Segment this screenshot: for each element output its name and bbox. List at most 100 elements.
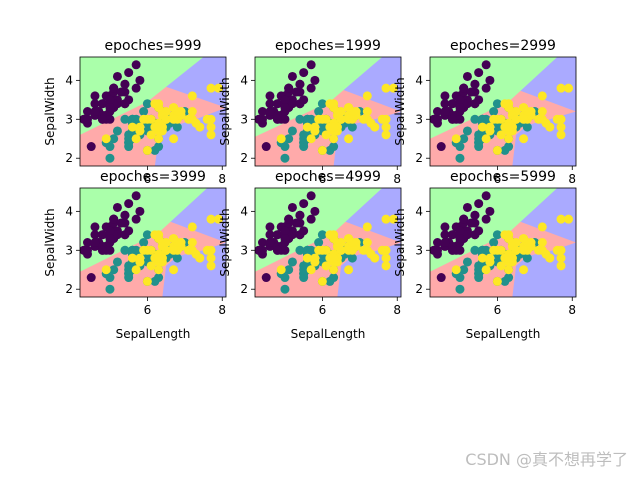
data-point-class1 — [459, 134, 469, 144]
data-point-class0 — [90, 222, 100, 232]
data-point-class0 — [474, 226, 484, 236]
data-point-class1 — [455, 273, 465, 283]
data-point-class2 — [477, 122, 487, 132]
data-point-class0 — [481, 60, 491, 70]
data-point-class2 — [564, 83, 574, 93]
data-point-class0 — [310, 75, 320, 85]
data-point-class0 — [261, 142, 271, 152]
data-point-class2 — [362, 222, 372, 232]
subplot-4: 6 8 2 3 4 epoches=3999 SepalWidth SepalLength — [43, 169, 227, 341]
data-point-class1 — [347, 253, 357, 263]
y-tick-label: 2 — [65, 282, 73, 296]
x-tick-label: 8 — [393, 172, 401, 186]
data-point-class0 — [272, 245, 282, 255]
data-point-class1 — [142, 230, 152, 240]
data-point-class0 — [481, 214, 491, 224]
data-point-class2 — [389, 214, 399, 224]
data-point-class2 — [325, 230, 335, 240]
data-point-class2 — [519, 114, 529, 124]
data-point-class2 — [306, 134, 316, 144]
x-tick-label: 6 — [319, 303, 327, 317]
data-point-class0 — [295, 79, 305, 89]
data-point-class0 — [466, 218, 476, 228]
data-point-class1 — [504, 142, 514, 152]
data-point-class0 — [109, 214, 119, 224]
data-point-class2 — [276, 265, 286, 275]
data-point-class2 — [485, 257, 495, 267]
axes-frame — [79, 56, 227, 167]
data-point-class0 — [131, 83, 141, 93]
data-point-class1 — [139, 238, 149, 247]
data-point-class2 — [154, 253, 164, 263]
axes-frame — [254, 187, 402, 298]
data-point-class1 — [284, 265, 294, 275]
subplot-1: 6 8 2 3 4 epoches=999 SepalWidth — [43, 38, 227, 186]
data-point-class2 — [139, 114, 149, 124]
data-point-class0 — [440, 230, 450, 240]
data-point-class2 — [492, 145, 502, 155]
data-point-class2 — [344, 134, 354, 144]
data-point-class0 — [112, 202, 122, 212]
data-point-class1 — [489, 107, 499, 116]
data-point-class0 — [474, 95, 484, 105]
data-point-class2 — [317, 145, 327, 155]
x-tick-label: 6 — [319, 172, 327, 186]
data-point-class0 — [105, 95, 115, 105]
data-point-class2 — [537, 107, 547, 116]
data-point-class0 — [82, 245, 92, 255]
data-point-class1 — [120, 114, 130, 124]
data-point-class0 — [105, 103, 115, 113]
data-point-class2 — [537, 222, 547, 232]
data-point-class2 — [389, 83, 399, 93]
y-tick-label: 4 — [415, 73, 423, 87]
data-point-class2 — [187, 107, 197, 116]
data-point-class2 — [344, 234, 354, 244]
data-point-class2 — [317, 276, 327, 286]
data-point-class2 — [556, 114, 566, 124]
data-point-class1 — [172, 253, 182, 263]
data-point-class1 — [492, 230, 502, 240]
data-point-class2 — [325, 99, 335, 109]
plot-area — [255, 57, 401, 166]
y-axis-label: SepalWidth — [43, 208, 57, 276]
data-point-class2 — [101, 134, 111, 144]
data-point-class2 — [187, 114, 197, 124]
y-axis-label: SepalWidth — [218, 208, 232, 276]
data-point-class2 — [154, 134, 164, 144]
data-point-class0 — [131, 191, 141, 201]
data-point-class0 — [265, 91, 275, 101]
axes-frame — [429, 187, 577, 298]
data-point-class0 — [455, 103, 465, 113]
data-point-class2 — [381, 130, 391, 140]
data-point-class0 — [90, 99, 100, 109]
data-point-class2 — [556, 130, 566, 140]
data-point-class1 — [105, 153, 115, 163]
data-point-class2 — [481, 265, 491, 275]
data-point-class2 — [537, 91, 547, 101]
x-tick-label: 8 — [393, 303, 401, 317]
y-tick-label: 4 — [65, 204, 73, 218]
data-point-class0 — [432, 114, 442, 124]
data-point-class0 — [97, 245, 107, 255]
data-point-class2 — [135, 257, 145, 267]
data-point-class2 — [344, 103, 354, 113]
data-point-class2 — [537, 114, 547, 124]
data-point-class0 — [481, 191, 491, 201]
data-point-class0 — [257, 245, 267, 255]
data-point-class2 — [556, 253, 566, 263]
x-tick-label: 6 — [494, 172, 502, 186]
data-point-class1 — [522, 122, 532, 132]
data-point-class2 — [519, 103, 529, 113]
data-point-class0 — [109, 83, 119, 93]
data-point-class2 — [492, 276, 502, 286]
data-point-class0 — [284, 214, 294, 224]
y-tick-label: 4 — [240, 73, 248, 87]
data-point-class0 — [120, 210, 130, 220]
data-point-class2 — [139, 245, 149, 255]
data-point-class2 — [344, 245, 354, 255]
data-point-class0 — [265, 99, 275, 109]
data-point-class0 — [306, 191, 316, 201]
data-point-class1 — [470, 114, 480, 124]
data-point-class0 — [261, 273, 271, 283]
